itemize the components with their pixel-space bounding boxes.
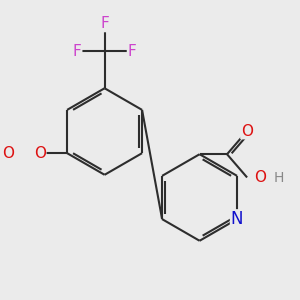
Text: O: O bbox=[254, 170, 266, 185]
Text: H: H bbox=[274, 172, 284, 185]
Text: O: O bbox=[2, 146, 14, 161]
Text: O: O bbox=[241, 124, 253, 139]
Text: F: F bbox=[73, 44, 82, 59]
Text: F: F bbox=[128, 44, 136, 59]
Text: O: O bbox=[34, 146, 46, 161]
Text: N: N bbox=[231, 210, 243, 228]
Text: F: F bbox=[100, 16, 109, 32]
